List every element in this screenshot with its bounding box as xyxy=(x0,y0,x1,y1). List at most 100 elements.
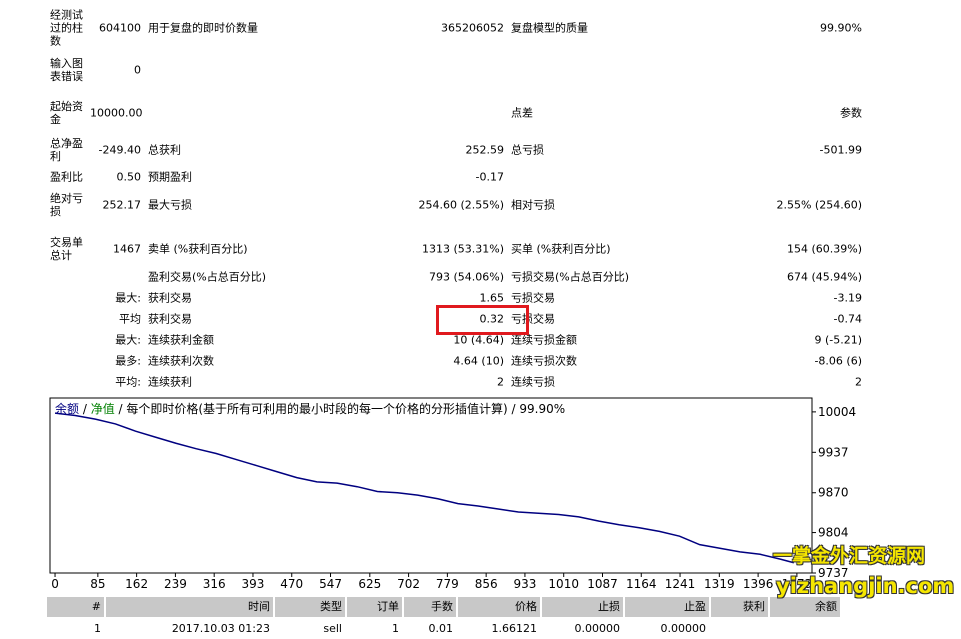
legend-entry: 净值 xyxy=(91,401,115,416)
table-header: 获利 xyxy=(711,597,768,617)
report-value: 平均 xyxy=(119,312,141,326)
x-tick-label: 1087 xyxy=(587,577,618,591)
watermark: yizhangjin.com xyxy=(776,574,955,598)
table-header: 手数 xyxy=(404,597,456,617)
report-label: 交易单总计 xyxy=(50,236,83,262)
table-cell: 2017.10.03 01:23 xyxy=(171,622,270,635)
report-label: 起始资金 xyxy=(50,100,83,126)
x-tick-label: 1473 xyxy=(782,577,813,591)
report-label: 最大亏损 xyxy=(148,198,192,212)
table-header: 订单 xyxy=(347,597,402,617)
x-tick-label: 1396 xyxy=(743,577,774,591)
y-tick-label: 9737 xyxy=(818,566,849,580)
table-header: 止盈 xyxy=(625,597,709,617)
table-header: 余额 xyxy=(770,597,840,617)
legend-entry: 余额 xyxy=(55,401,79,416)
report-value: 1467 xyxy=(113,242,141,256)
report-label: 绝对亏损 xyxy=(50,192,83,218)
report-value: 最多: xyxy=(115,354,141,368)
report-label: 连续获利次数 xyxy=(148,354,214,368)
report-label: 连续亏损 xyxy=(511,375,555,389)
table-header: 价格 xyxy=(458,597,540,617)
plot-frame xyxy=(49,397,813,574)
report-label: 获利交易 xyxy=(148,312,192,326)
table-cell: 1.66121 xyxy=(491,622,538,635)
report-value: 365206052 xyxy=(441,21,504,35)
chart-title: 余额 / 净值 / 每个即时价格(基于所有可利用的最小时段的每一个价格的分形插值… xyxy=(55,401,565,416)
table-cell: sell xyxy=(323,622,342,635)
report-value: 2 xyxy=(497,375,504,389)
report-label: 输入图表错误 xyxy=(50,57,83,83)
report-label: 连续获利金额 xyxy=(148,333,214,347)
table-header: 时间 xyxy=(106,597,273,617)
report-label: 连续亏损次数 xyxy=(511,354,577,368)
report-value: -3.19 xyxy=(833,291,862,305)
report-value: 0 xyxy=(134,63,141,77)
separator: / xyxy=(79,402,91,416)
x-tick-label: 470 xyxy=(280,577,303,591)
report-value: 154 (60.39%) xyxy=(786,242,862,256)
y-tick-label: 9870 xyxy=(818,486,849,500)
report-value: 平均: xyxy=(115,375,141,389)
report-label: 亏损交易 xyxy=(511,291,555,305)
report-label: 预期盈利 xyxy=(148,170,192,184)
report-value: -501.99 xyxy=(819,143,862,157)
report-label: 总净盈利 xyxy=(50,137,83,163)
x-tick-label: 1010 xyxy=(548,577,579,591)
watermark: 一掌金外汇资源网 xyxy=(773,545,926,567)
x-tick-label: 547 xyxy=(319,577,342,591)
chart-title-text: 每个即时价格(基于所有可利用的最小时段的每一个价格的分形插值计算) / 99.9… xyxy=(126,401,565,416)
report-value: 252.17 xyxy=(102,198,142,212)
report-value: 9 (-5.21) xyxy=(814,333,862,347)
report-label: 连续获利 xyxy=(148,375,192,389)
x-tick-label: 1164 xyxy=(626,577,657,591)
report-value: 10000.00 xyxy=(90,106,143,120)
x-tick-label: 1319 xyxy=(704,577,735,591)
report-value: 4.64 (10) xyxy=(453,354,504,368)
report-value: 最大: xyxy=(115,291,141,305)
y-tick-label: 9937 xyxy=(818,445,849,459)
report-value: 2 xyxy=(855,375,862,389)
x-tick-label: 779 xyxy=(436,577,459,591)
separator: / xyxy=(115,402,127,416)
report-value: -0.17 xyxy=(475,170,504,184)
table-header: 止损 xyxy=(542,597,623,617)
table-cell: 0.00000 xyxy=(660,622,707,635)
report-value: 1.65 xyxy=(479,291,505,305)
y-tick-label: 9804 xyxy=(818,526,849,540)
x-tick-label: 85 xyxy=(90,577,105,591)
report-value: 252.59 xyxy=(465,143,505,157)
report-label: 连续亏损金额 xyxy=(511,333,577,347)
report-value: 793 (54.06%) xyxy=(428,270,504,284)
report-label: 盈利交易(%占总百分比) xyxy=(148,270,267,284)
report-value: -0.74 xyxy=(833,312,862,326)
highlight-box xyxy=(436,305,529,335)
report-label: 盈利比 xyxy=(50,170,83,184)
table-cell: 0.01 xyxy=(428,622,454,635)
report-label: 用于复盘的即时价数量 xyxy=(148,21,258,35)
report-value: -249.40 xyxy=(98,143,141,157)
report-value: 10 (4.64) xyxy=(453,333,504,347)
table-cell: 0.00000 xyxy=(574,622,621,635)
report-label: 经测试过的柱数 xyxy=(50,8,83,48)
report-value: 254.60 (2.55%) xyxy=(418,198,504,212)
report-label: 买单 (%获利百分比) xyxy=(511,242,611,256)
report-value: 674 (45.94%) xyxy=(786,270,862,284)
report-label: 总亏损 xyxy=(511,143,544,157)
report-value: 99.90% xyxy=(820,21,862,35)
x-tick-label: 1241 xyxy=(665,577,696,591)
x-tick-label: 239 xyxy=(164,577,187,591)
report-label: 相对亏损 xyxy=(511,198,555,212)
y-tick-label: 10004 xyxy=(818,405,856,419)
report-value: 1313 (53.31%) xyxy=(421,242,504,256)
report-value: 604100 xyxy=(99,21,141,35)
report-value: 参数 xyxy=(840,106,862,120)
report-value: 2.55% (254.60) xyxy=(776,198,862,212)
report-value: 0.32 xyxy=(479,312,505,326)
report-value: 0.50 xyxy=(116,170,142,184)
x-tick-label: 625 xyxy=(358,577,381,591)
table-cell: 1 xyxy=(392,622,399,635)
x-tick-label: 702 xyxy=(397,577,420,591)
table-header: 类型 xyxy=(275,597,345,617)
